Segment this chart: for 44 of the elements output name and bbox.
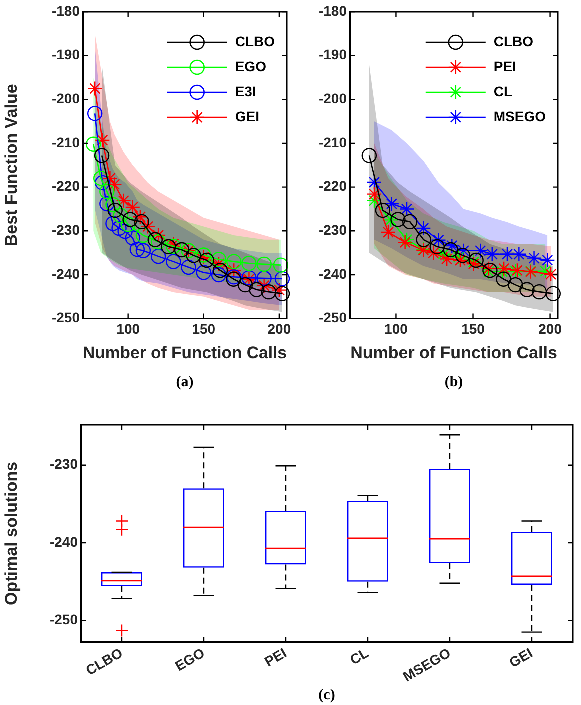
y-tick-label: -250 bbox=[318, 310, 348, 326]
x-tick-label: 200 bbox=[268, 321, 292, 338]
y-tick-label: -220 bbox=[52, 178, 80, 194]
x-tick-label: 150 bbox=[462, 321, 486, 338]
text: (a) bbox=[176, 374, 194, 390]
y-tick-label: -250 bbox=[52, 310, 80, 326]
y-tick-label: -230 bbox=[50, 456, 78, 472]
y-axis-title: Best Function Value bbox=[2, 84, 21, 247]
x-tick-label: GEI bbox=[506, 644, 536, 671]
y-tick-label: -220 bbox=[318, 178, 348, 194]
legend-label: EGO bbox=[235, 58, 267, 74]
y-tick-label: -250 bbox=[50, 612, 78, 628]
legend-label: CLBO bbox=[494, 33, 534, 50]
legend-label: E3I bbox=[235, 83, 256, 100]
legend-label: CL bbox=[494, 83, 513, 100]
text: (c) bbox=[318, 687, 336, 704]
y-tick-label: -240 bbox=[318, 266, 348, 282]
legend-label: MSEGO bbox=[494, 108, 546, 124]
y-tick-label: -230 bbox=[52, 222, 80, 238]
x-tick-label: EGO bbox=[172, 644, 208, 674]
y-tick-label: -210 bbox=[318, 134, 348, 150]
y-tick-label: -180 bbox=[318, 2, 348, 19]
text: (b) bbox=[444, 374, 464, 390]
y-tick-label: -200 bbox=[318, 90, 348, 107]
x-tick-label: CL bbox=[347, 644, 372, 668]
y-tick-label: -190 bbox=[318, 46, 348, 63]
y-tick-label: -180 bbox=[52, 2, 80, 19]
y-tick-label: -190 bbox=[52, 46, 80, 63]
legend-label: GEI bbox=[235, 108, 260, 124]
y-axis-title: Optimal solutions bbox=[2, 462, 21, 606]
y-tick-label: -230 bbox=[318, 222, 348, 238]
legend-label: PEI bbox=[494, 58, 516, 74]
x-axis-title: Number of Function Calls bbox=[83, 343, 287, 363]
x-axis-title: Number of Function Calls bbox=[350, 343, 558, 362]
x-tick-label: 200 bbox=[538, 321, 562, 338]
y-tick-label: -200 bbox=[52, 90, 80, 107]
x-tick-label: 100 bbox=[384, 321, 408, 338]
x-tick-label: 100 bbox=[116, 321, 140, 338]
x-tick-label: PEI bbox=[262, 644, 290, 670]
x-tick-label: 150 bbox=[192, 321, 216, 338]
y-tick-label: -210 bbox=[52, 134, 80, 150]
legend-label: CLBO bbox=[235, 33, 276, 50]
y-tick-label: -240 bbox=[50, 534, 78, 550]
y-tick-label: -240 bbox=[52, 266, 80, 282]
